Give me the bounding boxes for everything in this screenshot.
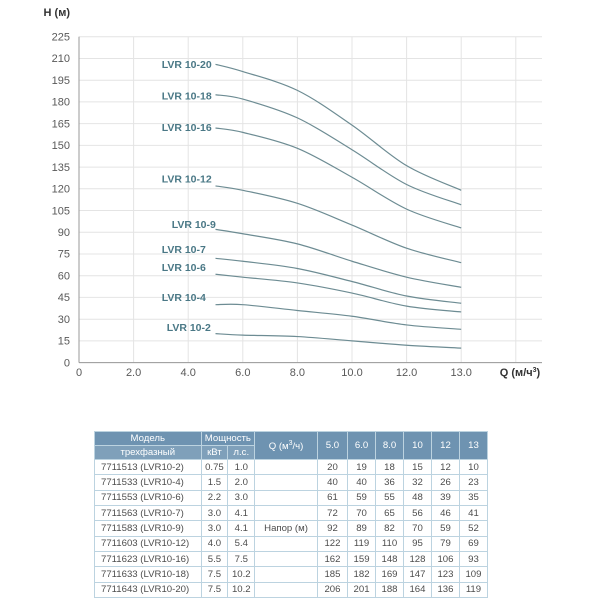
svg-text:180: 180 [52,97,70,109]
svg-text:45: 45 [58,292,70,304]
svg-text:60: 60 [58,270,70,282]
svg-text:0: 0 [76,367,82,379]
svg-text:225: 225 [52,32,70,44]
svg-text:2.0: 2.0 [126,367,141,379]
svg-text:0: 0 [64,357,70,369]
svg-text:8.0: 8.0 [290,367,305,379]
svg-text:13.0: 13.0 [450,367,471,379]
svg-text:LVR 10-4: LVR 10-4 [162,292,206,304]
svg-text:150: 150 [52,140,70,152]
svg-text:135: 135 [52,162,70,174]
svg-text:LVR 10-7: LVR 10-7 [162,244,206,256]
svg-text:75: 75 [58,249,70,261]
svg-text:LVR 10-20: LVR 10-20 [162,59,212,71]
svg-text:90: 90 [58,227,70,239]
svg-text:6.0: 6.0 [235,367,250,379]
svg-text:Q (м/ч3): Q (м/ч3) [500,367,541,379]
svg-text:H (м): H (м) [44,7,71,19]
svg-text:LVR 10-9: LVR 10-9 [172,219,216,231]
svg-text:4.0: 4.0 [181,367,196,379]
svg-text:195: 195 [52,75,70,87]
svg-text:10.0: 10.0 [341,367,362,379]
svg-text:LVR 10-16: LVR 10-16 [162,122,212,134]
svg-text:LVR 10-6: LVR 10-6 [162,262,206,274]
svg-text:LVR 10-18: LVR 10-18 [162,91,212,103]
svg-text:LVR 10-12: LVR 10-12 [162,174,212,186]
svg-text:105: 105 [52,205,70,217]
svg-text:120: 120 [52,184,70,196]
svg-text:12.0: 12.0 [396,367,417,379]
svg-text:210: 210 [52,53,70,65]
svg-text:30: 30 [58,314,70,326]
svg-text:LVR 10-2: LVR 10-2 [167,322,211,334]
svg-text:165: 165 [52,118,70,130]
svg-text:15: 15 [58,336,70,348]
